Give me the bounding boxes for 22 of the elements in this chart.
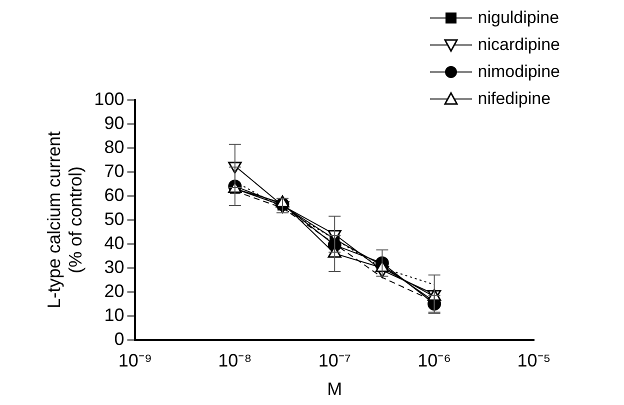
y-tick-label: 0 (114, 328, 124, 349)
x-tick-label: 10⁻⁸ (218, 350, 252, 371)
y-axis-title: L-type calcium current (% of control) (44, 131, 86, 308)
y-tick-label: 90 (104, 112, 124, 133)
legend-label: nimodipine (478, 62, 560, 82)
y-tick-label: 100 (94, 88, 124, 109)
legend-label: niguldipine (478, 8, 560, 28)
y-tick-label: 70 (104, 160, 124, 181)
x-tick-label: 10⁻⁶ (418, 350, 452, 371)
y-tick-label: 10 (104, 304, 124, 325)
y-tick-label: 60 (104, 184, 124, 205)
x-tick-label: 10⁻⁷ (318, 350, 351, 371)
x-tick-label: 10⁻⁹ (118, 350, 152, 371)
y-tick-label: 80 (104, 136, 124, 157)
legend-label: nicardipine (478, 34, 560, 54)
y-tick-label: 50 (104, 208, 124, 229)
y-tick-label: 20 (104, 280, 124, 301)
x-axis-title: M (327, 379, 342, 400)
y-tick-label: 30 (104, 256, 124, 277)
legend-label: nifedipine (478, 88, 551, 108)
x-tick-label: 10⁻⁵ (517, 350, 551, 371)
y-tick-label: 40 (104, 232, 124, 253)
